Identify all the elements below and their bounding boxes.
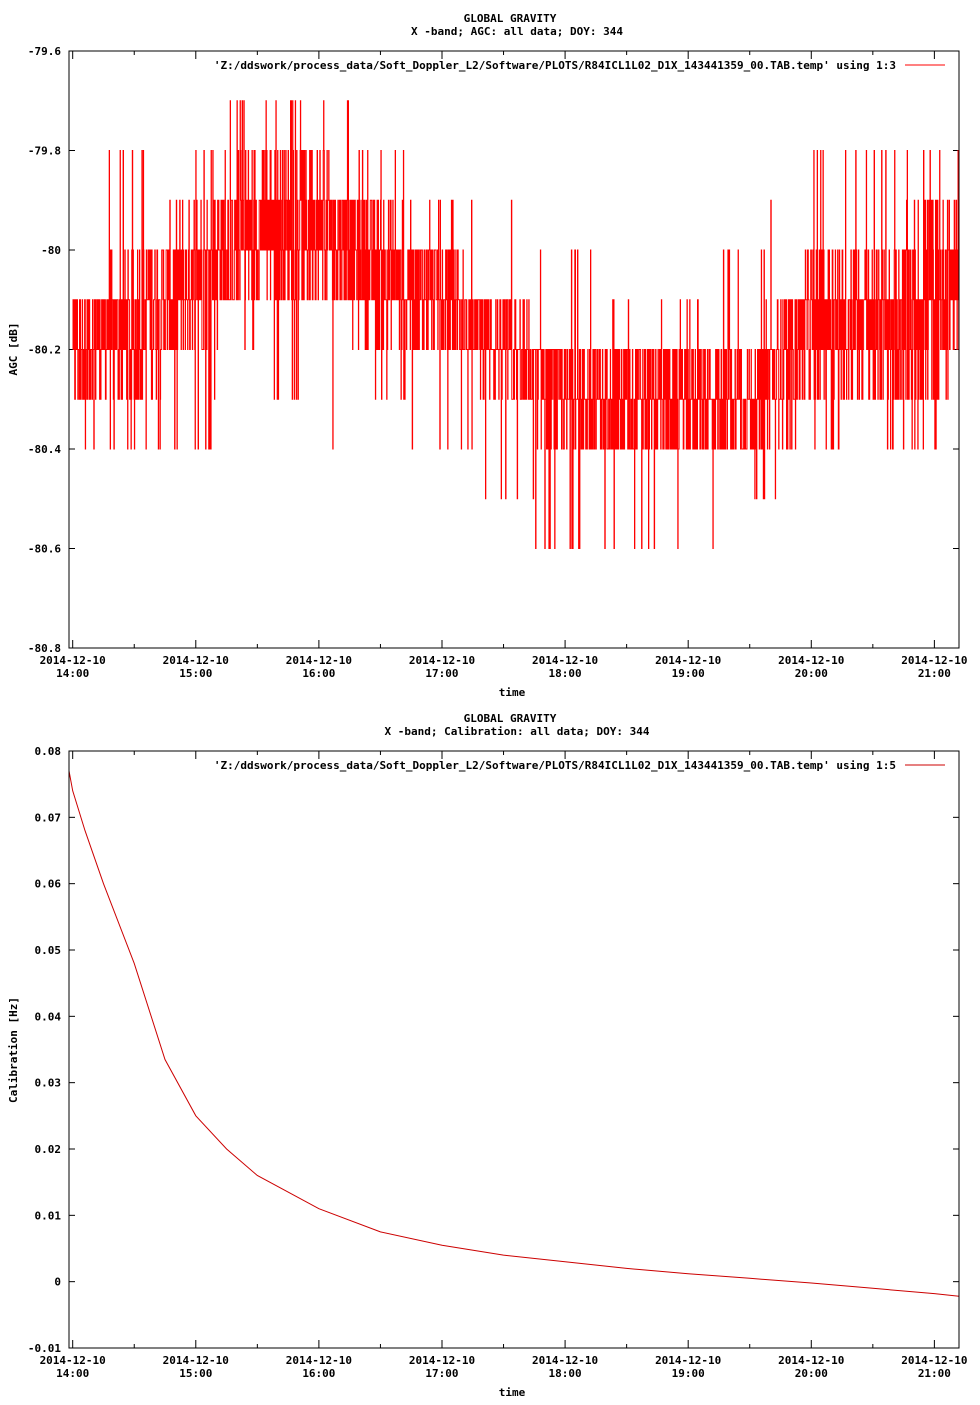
agc-y-axis-label: AGC [dB] [7, 323, 20, 376]
cal-x-tick-time: 20:00 [795, 1367, 828, 1380]
agc-y-ticks: -79.6 -79.8 -80 -80.2 -80.4 -80.6 -80.8 [28, 45, 959, 655]
cal-y-axis-label: Calibration [Hz] [7, 997, 20, 1103]
cal-y-tick-label: 0.08 [35, 745, 62, 758]
cal-y-tick-label: 0.07 [35, 811, 62, 824]
cal-x-tick-time: 16:00 [302, 1367, 335, 1380]
cal-legend-label: 'Z:/ddswork/process_data/Soft_Doppler_L2… [214, 759, 896, 772]
cal-x-tick-date: 2014-12-10 [532, 1354, 598, 1367]
agc-y-tick-label: -80.4 [28, 443, 61, 456]
agc-x-tick-time: 14:00 [56, 667, 89, 680]
cal-chart-subtitle: X -band; Calibration: all data; DOY: 344 [385, 725, 650, 738]
cal-x-tick-time: 15:00 [179, 1367, 212, 1380]
cal-plot-frame [68, 750, 960, 1349]
cal-y-tick-label: -0.01 [28, 1342, 61, 1355]
cal-x-tick-time: 17:00 [425, 1367, 458, 1380]
cal-x-tick-time: 14:00 [56, 1367, 89, 1380]
agc-y-tick-label: -80 [41, 244, 61, 257]
agc-chart: GLOBAL GRAVITY X -band; AGC: all data; D… [7, 12, 967, 699]
cal-x-tick-date: 2014-12-10 [409, 1354, 475, 1367]
agc-x-axis-label: time [499, 686, 526, 699]
agc-y-tick-label: -80.6 [28, 543, 61, 556]
agc-x-tick-date: 2014-12-10 [655, 654, 721, 667]
agc-x-tick-date: 2014-12-10 [409, 654, 475, 667]
agc-y-tick-label: -79.6 [28, 45, 61, 58]
agc-x-tick-date: 2014-12-10 [901, 654, 967, 667]
agc-x-tick-date: 2014-12-10 [163, 654, 229, 667]
cal-y-tick-label: 0.05 [35, 944, 62, 957]
cal-x-tick-time: 18:00 [549, 1367, 582, 1380]
cal-x-ticks: 2014-12-1014:002014-12-1015:002014-12-10… [40, 751, 967, 1380]
cal-chart-title: GLOBAL GRAVITY [464, 712, 557, 725]
cal-x-tick-date: 2014-12-10 [163, 1354, 229, 1367]
cal-y-tick-label: 0.03 [35, 1077, 62, 1090]
agc-x-tick-time: 15:00 [179, 667, 212, 680]
agc-chart-subtitle: X -band; AGC: all data; DOY: 344 [411, 25, 623, 38]
agc-legend-label: 'Z:/ddswork/process_data/Soft_Doppler_L2… [214, 59, 896, 72]
agc-x-tick-date: 2014-12-10 [40, 654, 106, 667]
calibration-chart: GLOBAL GRAVITY X -band; Calibration: all… [7, 712, 967, 1399]
cal-x-tick-time: 21:00 [918, 1367, 951, 1380]
agc-series-line [72, 100, 960, 549]
agc-x-tick-time: 16:00 [302, 667, 335, 680]
cal-x-tick-date: 2014-12-10 [655, 1354, 721, 1367]
agc-x-tick-time: 18:00 [549, 667, 582, 680]
cal-y-tick-label: 0.01 [35, 1209, 62, 1222]
cal-y-tick-label: 0 [54, 1276, 61, 1289]
cal-x-tick-time: 19:00 [672, 1367, 705, 1380]
cal-y-tick-label: 0.04 [35, 1010, 62, 1023]
agc-plot-area [72, 100, 960, 549]
agc-x-tick-date: 2014-12-10 [778, 654, 844, 667]
agc-plot-frame [68, 50, 960, 649]
cal-y-ticks: 0.08 0.07 0.06 0.05 0.04 0.03 0.02 0.01 0 -0.01 [28, 745, 959, 1355]
agc-x-tick-time: 20:00 [795, 667, 828, 680]
cal-y-tick-label: 0.02 [35, 1143, 62, 1156]
agc-x-tick-time: 21:00 [918, 667, 951, 680]
cal-x-tick-date: 2014-12-10 [286, 1354, 352, 1367]
agc-y-tick-label: -79.8 [28, 145, 61, 158]
calibration-series-line [68, 770, 960, 1297]
cal-x-tick-date: 2014-12-10 [40, 1354, 106, 1367]
agc-chart-title: GLOBAL GRAVITY [464, 12, 557, 25]
agc-x-tick-date: 2014-12-10 [286, 654, 352, 667]
cal-x-axis-label: time [499, 1386, 526, 1399]
cal-y-tick-label: 0.06 [35, 878, 62, 891]
agc-x-tick-date: 2014-12-10 [532, 654, 598, 667]
cal-x-tick-date: 2014-12-10 [778, 1354, 844, 1367]
agc-y-tick-label: -80.8 [28, 642, 61, 655]
agc-y-tick-label: -80.2 [28, 344, 61, 357]
agc-x-ticks: 2014-12-1014:002014-12-1015:002014-12-10… [40, 51, 967, 680]
agc-x-tick-time: 17:00 [425, 667, 458, 680]
agc-x-tick-time: 19:00 [672, 667, 705, 680]
cal-plot-area [68, 770, 960, 1297]
cal-x-tick-date: 2014-12-10 [901, 1354, 967, 1367]
